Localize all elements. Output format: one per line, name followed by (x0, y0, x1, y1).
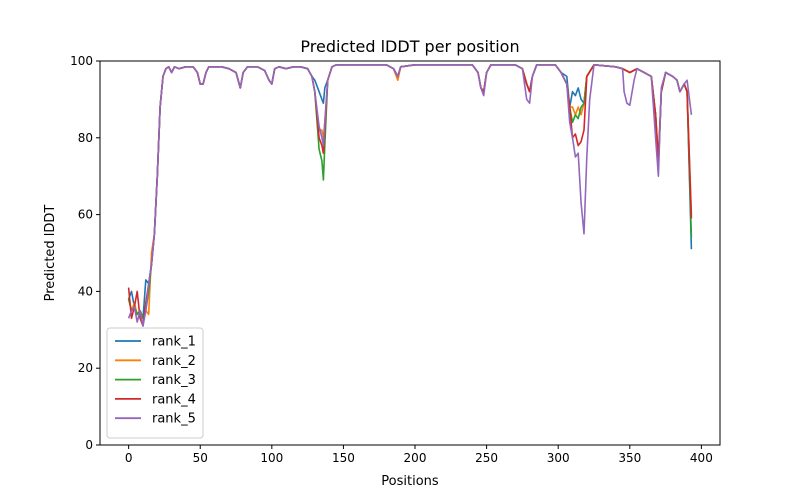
x-tick-label: 50 (193, 451, 208, 465)
series-line-rank_3 (127, 64, 693, 320)
x-tick-label: 250 (475, 451, 498, 465)
x-tick-label: 100 (260, 451, 283, 465)
x-axis-label: Positions (381, 474, 439, 489)
series-line-rank_4 (127, 64, 693, 327)
series-lines (127, 64, 693, 327)
y-tick-label: 40 (78, 284, 93, 298)
y-tick-label: 60 (78, 208, 93, 222)
x-tick-label: 400 (690, 451, 713, 465)
legend-label: rank_1 (152, 335, 196, 350)
y-tick-label: 80 (78, 131, 93, 145)
legend-label: rank_2 (152, 354, 196, 369)
series-line-rank_1 (127, 64, 693, 320)
x-tick-label: 300 (547, 451, 570, 465)
series-line-rank_5 (127, 64, 693, 327)
y-tick-label: 100 (70, 54, 93, 68)
x-tick-label: 200 (404, 451, 427, 465)
x-tick-label: 0 (125, 451, 133, 465)
plot-frame (99, 60, 721, 446)
y-axis-label: Predicted lDDT (43, 205, 58, 302)
x-tick-label: 150 (332, 451, 355, 465)
y-tick-label: 0 (85, 438, 93, 452)
series-line-rank_2 (127, 64, 693, 320)
legend: rank_1 rank_2 rank_3 rank_4 rank_5 (106, 327, 204, 439)
legend-label: rank_3 (152, 373, 196, 388)
x-tick-label: 350 (618, 451, 641, 465)
legend-label: rank_4 (152, 392, 196, 407)
axis-ticks: 0 50 100 150 200 250 300 350 400 0 20 40 60 80 100 (70, 54, 713, 465)
legend-box (106, 327, 204, 439)
y-tick-label: 20 (78, 361, 93, 375)
chart-title: Predicted lDDT per position (300, 37, 519, 56)
legend-label: rank_5 (152, 412, 196, 427)
